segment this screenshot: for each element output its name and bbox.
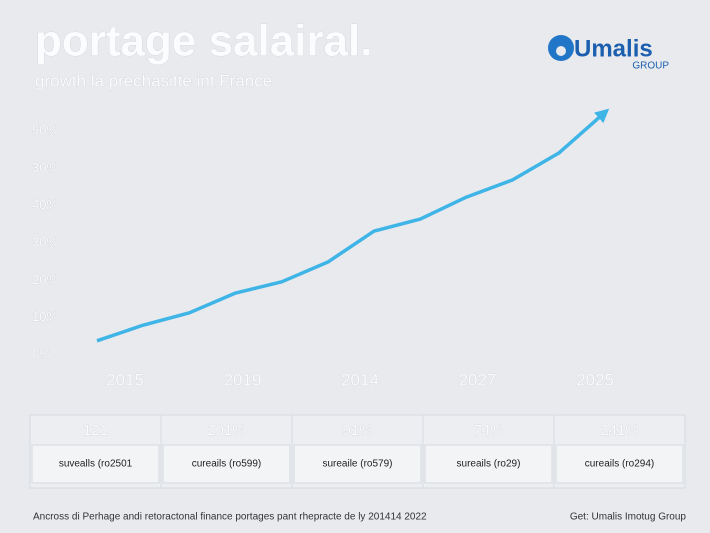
table-cell-text: sureails (ro29) [457, 459, 521, 470]
logo-name: Umalis [574, 35, 653, 62]
table-header: 74% [473, 422, 503, 439]
table-cell [293, 444, 422, 484]
title: portage salairal. [35, 17, 372, 66]
line [96, 108, 610, 343]
table-header: 91% [342, 422, 372, 439]
table-header: 121 [83, 422, 108, 439]
table-cell-text: cureails (ro294) [585, 459, 654, 470]
table-cell-text: sureaile (ro579) [322, 459, 392, 470]
y-tick-label: 10% [32, 309, 58, 324]
x-tick-label: 2027 [459, 370, 497, 389]
footer-credit: Get: Umalis Imotug Group [570, 512, 687, 523]
subtitle: growth la prechasitte int France. [35, 71, 277, 90]
y-tick-label: 30% [32, 234, 58, 249]
y-tick-label: 30% [32, 160, 58, 175]
table-header: 201% [207, 422, 245, 439]
y-tick-label: 0% [32, 346, 51, 361]
logo: Umalis GROUP [548, 35, 669, 72]
table-cell [31, 444, 160, 484]
x-tick-label: 2019 [224, 370, 262, 389]
y-tick-label: 50% [32, 122, 58, 137]
y-tick-label: 20% [32, 272, 58, 287]
x-tick-label: 2015 [106, 370, 144, 389]
table-cell-text: cureails (ro599) [192, 459, 261, 470]
logo-sub: GROUP [632, 61, 669, 72]
x-tick-label: 2014 [341, 370, 379, 389]
y-tick-label: 40% [32, 197, 58, 212]
footer-source: Ancross di Perhage andi retoractonal fin… [33, 512, 427, 523]
table-header: 241% [600, 422, 638, 439]
table-cell-text: suvealls (ro2501 [59, 459, 133, 470]
chart: 0% 10% 20% 30% 40% 30% 50% 2015 2019 2014 2027 2025 [32, 108, 614, 390]
table-cell [424, 444, 553, 484]
table-cell [555, 444, 684, 484]
logo-icon-inner [556, 46, 566, 56]
table-cell [162, 444, 291, 484]
x-tick-label: 2025 [576, 370, 614, 389]
table: 121 suvealls (ro2501 201% cureails (ro599) 9… [31, 415, 684, 488]
